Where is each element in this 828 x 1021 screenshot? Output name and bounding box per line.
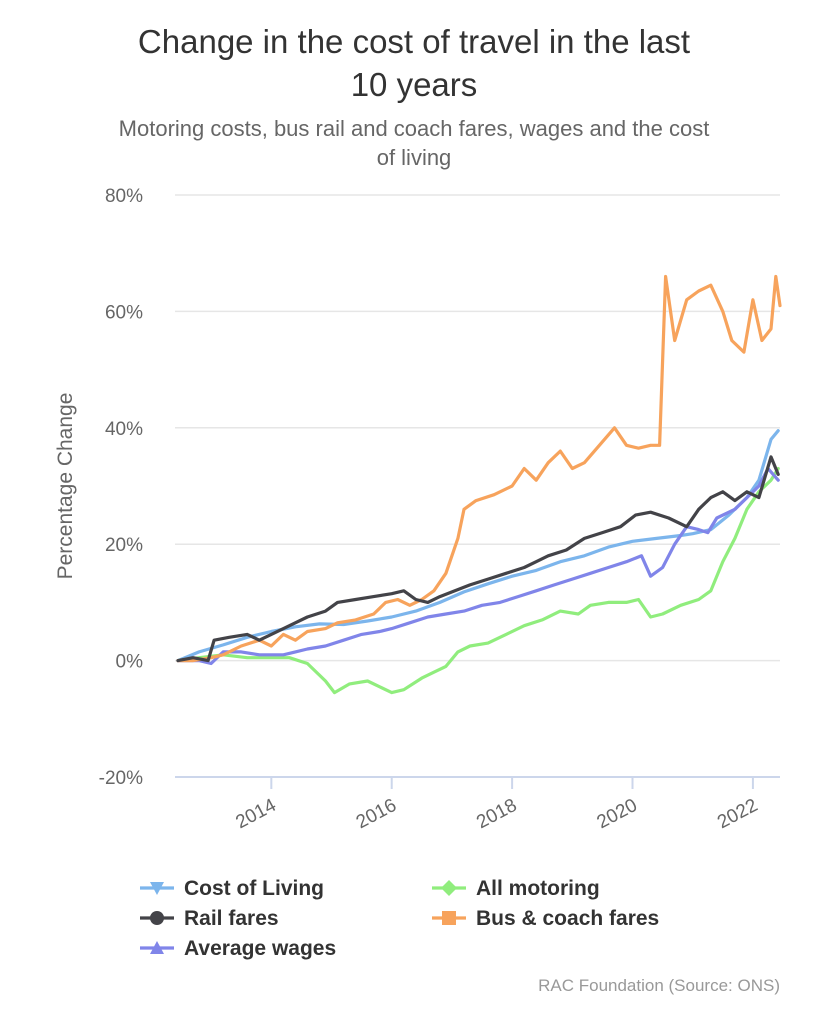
x-tick-label: 2020 bbox=[594, 795, 641, 833]
grid-lines bbox=[175, 194, 780, 662]
credits[interactable]: RAC Foundation (Source: ONS) bbox=[538, 976, 780, 995]
x-tick-label: 2018 bbox=[473, 795, 520, 833]
chart-title-line-2: 10 years bbox=[350, 66, 478, 103]
legend-marker-triangle-icon bbox=[150, 941, 164, 954]
y-tick-label: -20% bbox=[99, 768, 143, 789]
chart-subtitle: Motoring costs, bus rail and coach fares… bbox=[80, 114, 748, 172]
legend-label: Average wages bbox=[184, 937, 336, 960]
legend-label: Cost of Living bbox=[184, 877, 324, 900]
legend-item-rail-fares[interactable]: Rail fares bbox=[140, 907, 279, 930]
legend-item-cost-of-living[interactable]: Cost of Living bbox=[140, 877, 324, 900]
x-tick-label: 2014 bbox=[232, 795, 280, 834]
legend-marker-diamond-icon bbox=[441, 880, 457, 896]
legend-label: All motoring bbox=[476, 877, 600, 900]
x-tick-label: 2016 bbox=[353, 795, 400, 833]
legend-item-average-wages[interactable]: Average wages bbox=[140, 937, 336, 960]
series-line-cost-of-living[interactable] bbox=[176, 429, 780, 663]
y-axis-label: Percentage Change bbox=[54, 393, 77, 580]
y-tick-label: 20% bbox=[105, 535, 143, 556]
chart-title: Change in the cost of travel in the last… bbox=[80, 20, 748, 106]
y-tick-label: 40% bbox=[105, 419, 143, 440]
y-axis-ticks: -20% 0% 20% 40% 60% 80% bbox=[99, 186, 143, 789]
x-axis: 2014 2016 2018 2020 2022 bbox=[175, 776, 780, 834]
x-tick-label: 2022 bbox=[714, 795, 761, 833]
series-line-rail-fares[interactable] bbox=[176, 455, 780, 663]
y-tick-label: 0% bbox=[116, 652, 144, 673]
series-line-all-motoring[interactable] bbox=[176, 466, 780, 695]
series-lines bbox=[176, 274, 782, 695]
legend-marker-triangle-down-icon bbox=[150, 882, 164, 895]
legend-item-all-motoring[interactable]: All motoring bbox=[432, 877, 600, 900]
legend[interactable]: Cost of Living All motoring Rail fares Bus … bbox=[140, 877, 659, 960]
legend-marker-circle-icon bbox=[150, 911, 164, 925]
chart-subtitle-line-1: Motoring costs, bus rail and coach fares… bbox=[118, 116, 710, 141]
legend-label: Rail fares bbox=[184, 907, 279, 930]
legend-item-bus-coach-fares[interactable]: Bus & coach fares bbox=[432, 907, 659, 930]
series-line-average-wages[interactable] bbox=[176, 466, 780, 666]
y-tick-label: 80% bbox=[105, 186, 143, 207]
series-line-bus-coach-fares[interactable] bbox=[176, 274, 782, 663]
chart-title-line-1: Change in the cost of travel in the last bbox=[137, 23, 691, 60]
legend-marker-square-icon bbox=[442, 911, 456, 925]
legend-label: Bus & coach fares bbox=[476, 907, 659, 930]
y-tick-label: 60% bbox=[105, 302, 143, 323]
chart-subtitle-line-2: of living bbox=[376, 145, 452, 170]
